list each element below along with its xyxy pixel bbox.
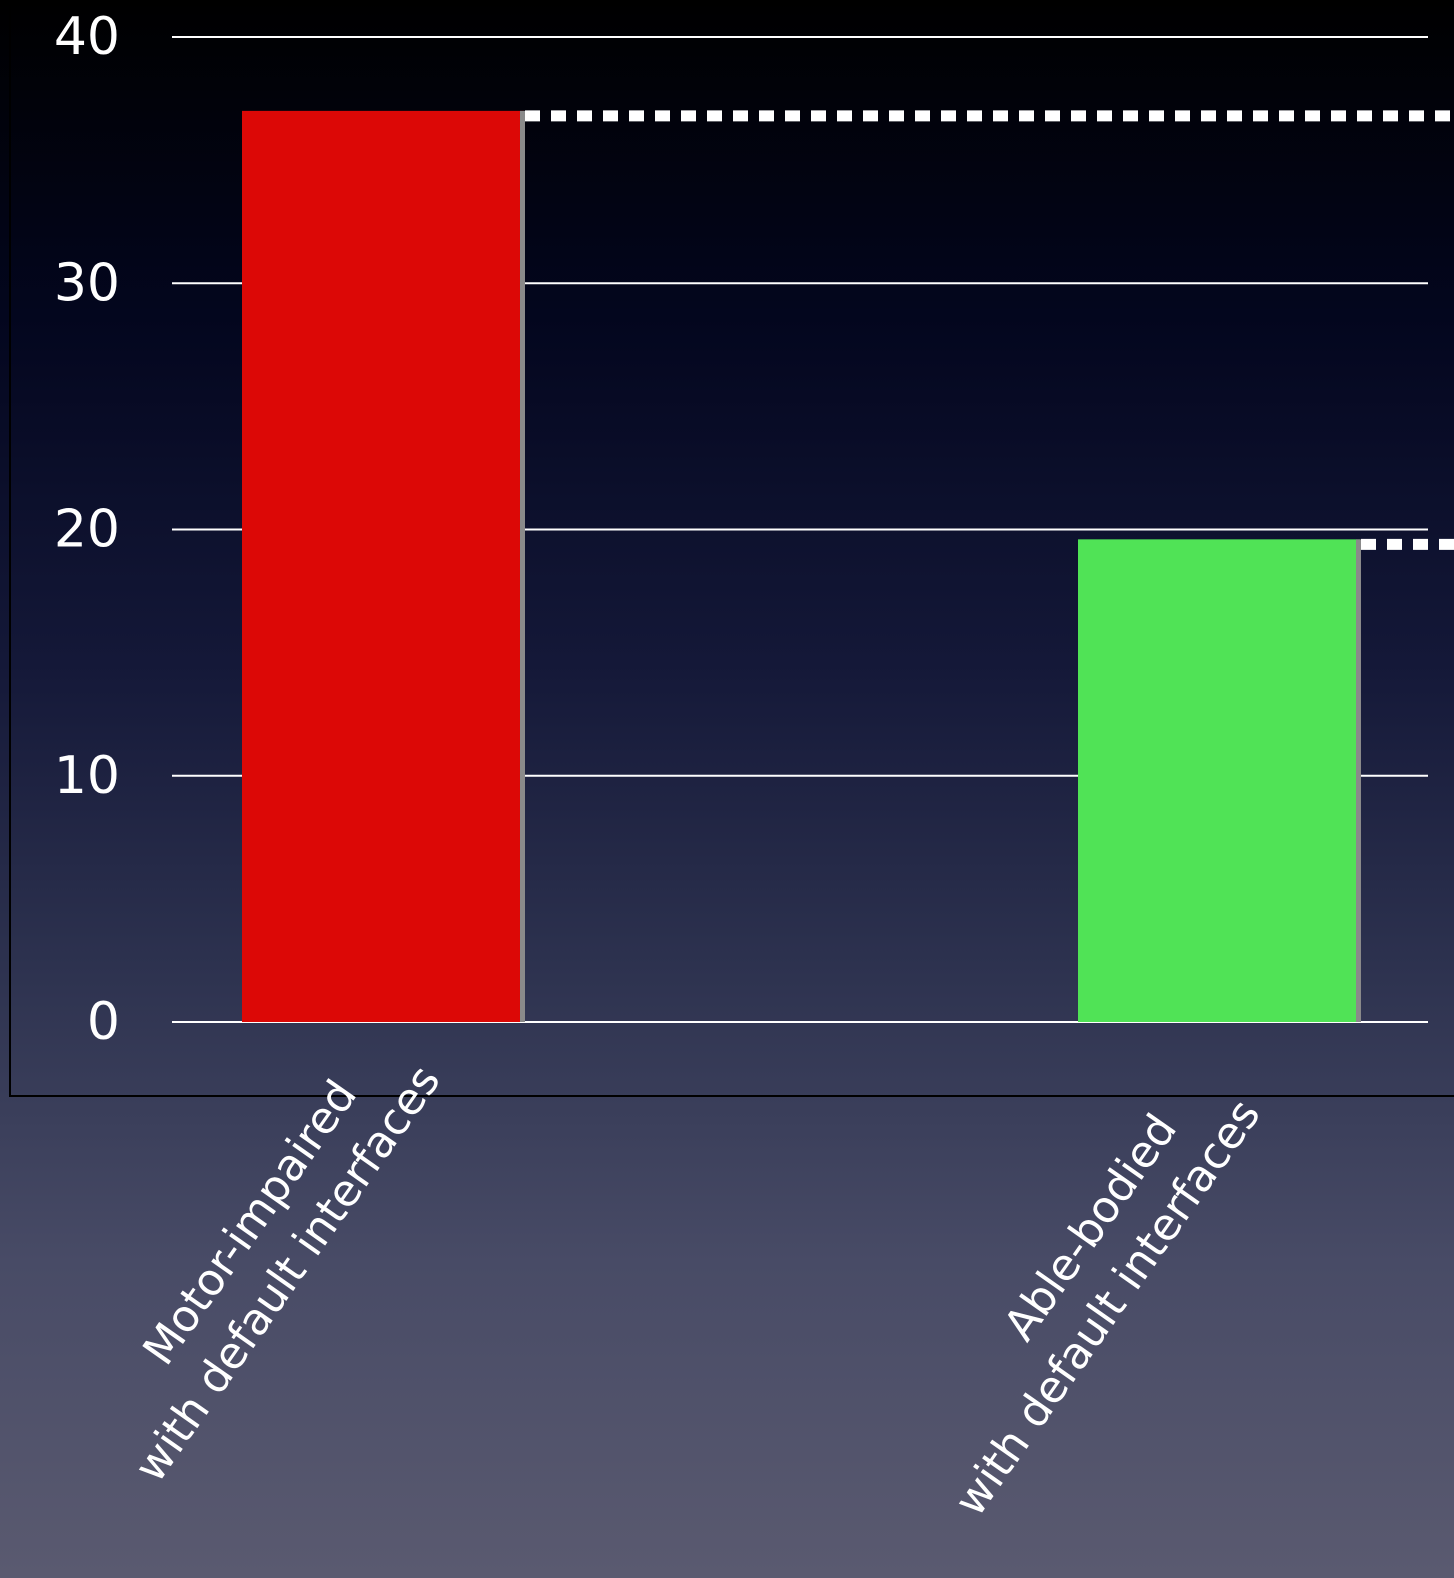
bar-1 xyxy=(242,110,524,1022)
bar-1-edge xyxy=(520,110,525,1022)
y-axis-tick-labels: 0 10 20 30 40 xyxy=(54,7,120,1052)
bar-2-edge xyxy=(1356,539,1361,1022)
category-label-line2: with default interfaces xyxy=(125,1056,451,1491)
y-tick-label: 20 xyxy=(54,500,120,560)
bars xyxy=(242,110,1361,1022)
reference-lines xyxy=(525,110,1454,550)
plot-area-frame xyxy=(9,0,1454,1097)
y-tick-label: 0 xyxy=(87,992,120,1052)
y-tick-label: 40 xyxy=(54,7,120,67)
category-label-line2: with default interfaces xyxy=(945,1090,1271,1525)
y-tick-label: 30 xyxy=(54,253,120,313)
bar-2 xyxy=(1078,539,1360,1022)
y-tick-label: 10 xyxy=(54,746,120,806)
